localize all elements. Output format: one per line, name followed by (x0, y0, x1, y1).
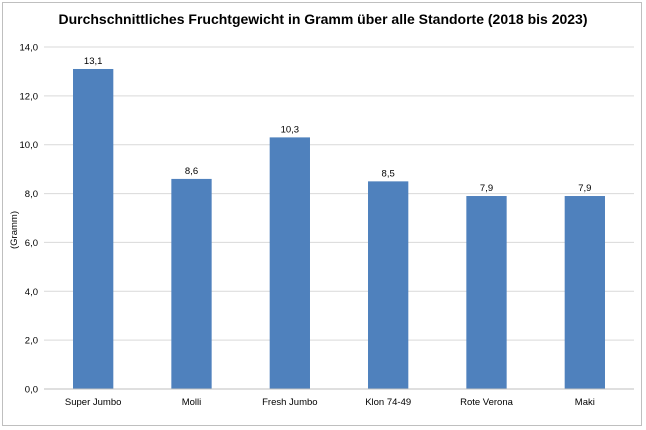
data-label: 7,9 (578, 183, 591, 194)
bar (171, 178, 212, 389)
bar (73, 68, 114, 389)
category-label: Fresh Jumbo (262, 397, 317, 408)
gridlines (44, 46, 634, 341)
category-label: Molli (182, 397, 202, 408)
y-tick-label: 6,0 (25, 238, 38, 249)
data-label: 8,6 (185, 166, 198, 177)
y-tick-label: 12,0 (20, 91, 39, 102)
y-tick-label: 10,0 (20, 140, 39, 151)
category-label: Super Jumbo (65, 397, 122, 408)
category-labels: Super Jumbo Molli Fresh Jumbo Klon 74-49 Rot… (65, 397, 595, 408)
category-label: Klon 74-49 (365, 397, 411, 408)
y-tick-labels: 0,0 2,0 4,0 6,0 8,0 10,0 12,0 14,0 (20, 43, 39, 396)
data-label: 10,3 (281, 124, 300, 135)
y-tick-label: 14,0 (20, 43, 39, 54)
y-tick-label: 0,0 (25, 385, 38, 396)
data-label: 7,9 (480, 183, 493, 194)
y-axis-label: (Gramm) (9, 211, 20, 249)
bars (73, 68, 605, 389)
y-tick-label: 8,0 (25, 189, 38, 200)
bar (466, 196, 507, 389)
data-labels: 13,1 8,6 10,3 8,5 7,9 7,9 (84, 56, 592, 194)
bar (564, 196, 605, 389)
category-label: Rote Verona (460, 397, 514, 408)
data-label: 13,1 (84, 56, 103, 67)
y-tick-label: 4,0 (25, 287, 38, 298)
category-label: Maki (575, 397, 595, 408)
bar (269, 137, 310, 389)
data-label: 8,5 (382, 168, 395, 179)
chart-title: Durchschnittliches Fruchtgewicht in Gram… (58, 11, 587, 27)
y-tick-label: 2,0 (25, 336, 38, 347)
bar (368, 181, 409, 389)
